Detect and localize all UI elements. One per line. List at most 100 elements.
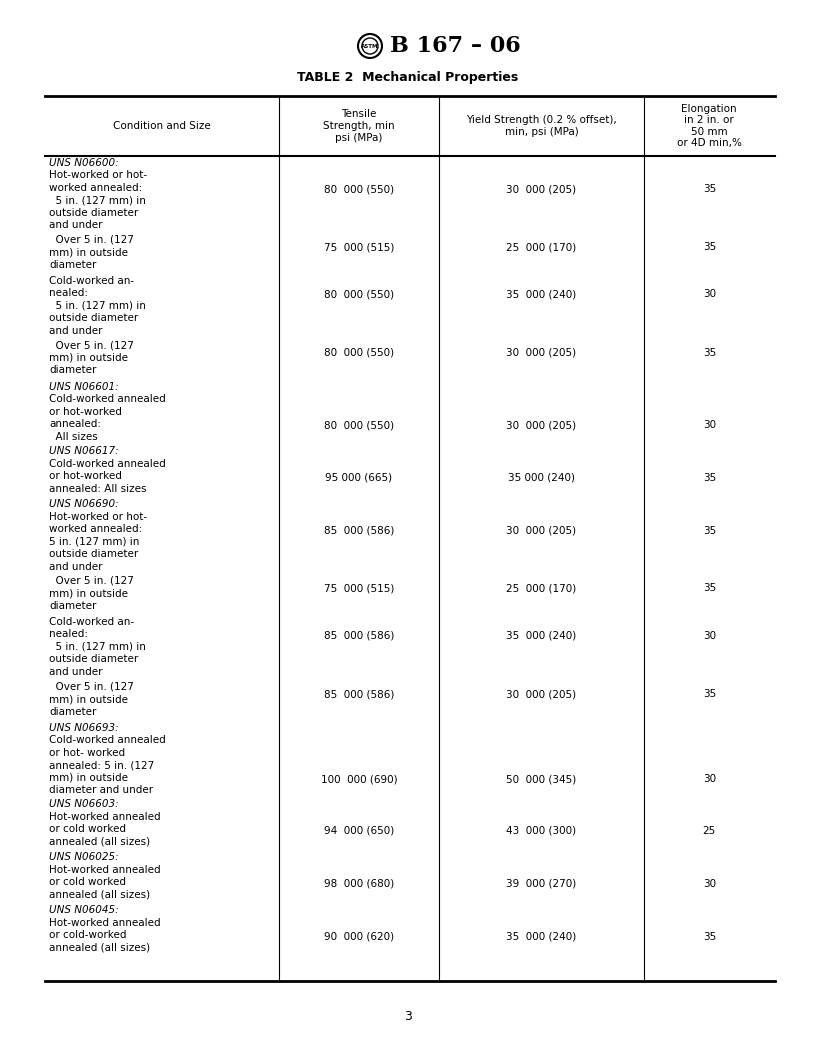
Text: 5 in. (127 mm) in: 5 in. (127 mm) in [49,301,146,310]
Text: 35: 35 [703,526,716,535]
Text: B 167 – 06: B 167 – 06 [390,35,521,57]
Text: 85  000 (586): 85 000 (586) [324,630,394,641]
Text: 30  000 (205): 30 000 (205) [507,420,576,431]
Text: 90  000 (620): 90 000 (620) [324,931,394,942]
Text: 25  000 (170): 25 000 (170) [506,583,577,593]
Text: UNS N06690:: UNS N06690: [49,499,118,509]
Text: 35: 35 [703,690,716,699]
Text: and under: and under [49,667,103,677]
Text: 30: 30 [703,630,716,641]
Text: 30: 30 [703,879,716,888]
Text: 85  000 (586): 85 000 (586) [324,526,394,535]
Text: annealed: All sizes: annealed: All sizes [49,484,147,494]
Text: or hot- worked: or hot- worked [49,748,125,758]
Text: Over 5 in. (127: Over 5 in. (127 [49,234,134,245]
Text: diameter: diameter [49,706,96,717]
Text: or cold-worked: or cold-worked [49,930,126,940]
Text: outside diameter: outside diameter [49,208,138,218]
Text: Yield Strength (0.2 % offset),
min, psi (MPa): Yield Strength (0.2 % offset), min, psi … [466,115,617,137]
Text: ASTM: ASTM [361,43,379,49]
Text: 80  000 (550): 80 000 (550) [324,289,394,300]
Text: 85  000 (586): 85 000 (586) [324,690,394,699]
Text: 35  000 (240): 35 000 (240) [506,931,577,942]
Text: or cold worked: or cold worked [49,878,126,887]
Text: 5 in. (127 mm) in: 5 in. (127 mm) in [49,536,140,547]
Text: annealed (all sizes): annealed (all sizes) [49,890,150,900]
Text: 95 000 (665): 95 000 (665) [326,473,392,483]
Text: Cold-worked annealed: Cold-worked annealed [49,394,166,404]
Text: worked annealed:: worked annealed: [49,524,142,534]
Text: mm) in outside: mm) in outside [49,588,128,599]
Text: Over 5 in. (127: Over 5 in. (127 [49,576,134,586]
Text: worked annealed:: worked annealed: [49,183,142,193]
Text: annealed (all sizes): annealed (all sizes) [49,943,150,953]
Text: mm) in outside: mm) in outside [49,247,128,257]
Text: UNS N06025:: UNS N06025: [49,852,118,863]
Text: 30  000 (205): 30 000 (205) [507,348,576,358]
Text: 94  000 (650): 94 000 (650) [324,826,394,835]
Text: UNS N06601:: UNS N06601: [49,381,118,392]
Text: 35: 35 [703,242,716,252]
Text: and under: and under [49,325,103,336]
Text: 35: 35 [703,931,716,942]
Text: 30: 30 [703,289,716,300]
Text: and under: and under [49,221,103,230]
Text: 5 in. (127 mm) in: 5 in. (127 mm) in [49,642,146,652]
Text: 35: 35 [703,583,716,593]
Text: Over 5 in. (127: Over 5 in. (127 [49,682,134,692]
Text: UNS N06693:: UNS N06693: [49,723,118,733]
Text: 35: 35 [703,184,716,194]
Text: 5 in. (127 mm) in: 5 in. (127 mm) in [49,195,146,206]
Text: 3: 3 [404,1010,412,1022]
Text: 30: 30 [703,774,716,785]
Text: nealed:: nealed: [49,288,88,298]
Text: 80  000 (550): 80 000 (550) [324,420,394,431]
Text: 30: 30 [703,420,716,431]
Text: or hot-worked: or hot-worked [49,407,122,416]
Text: annealed: 5 in. (127: annealed: 5 in. (127 [49,760,154,771]
Text: nealed:: nealed: [49,629,88,640]
Text: 35: 35 [703,473,716,483]
Text: outside diameter: outside diameter [49,314,138,323]
Text: and under: and under [49,562,103,571]
Text: 25  000 (170): 25 000 (170) [506,242,577,252]
Text: outside diameter: outside diameter [49,655,138,664]
Text: 43  000 (300): 43 000 (300) [507,826,576,835]
Text: Tensile
Strength, min
psi (MPa): Tensile Strength, min psi (MPa) [323,110,395,143]
Text: diameter: diameter [49,365,96,376]
Text: 30  000 (205): 30 000 (205) [507,184,576,194]
Text: outside diameter: outside diameter [49,549,138,560]
Text: UNS N06603:: UNS N06603: [49,799,118,810]
Text: mm) in outside: mm) in outside [49,694,128,704]
Text: Elongation
in 2 in. or
50 mm
or 4D min,%: Elongation in 2 in. or 50 mm or 4D min,% [676,103,742,149]
Text: 98  000 (680): 98 000 (680) [324,879,394,888]
Text: or hot-worked: or hot-worked [49,471,122,482]
Text: 25: 25 [703,826,716,835]
Text: mm) in outside: mm) in outside [49,773,128,782]
Text: Over 5 in. (127: Over 5 in. (127 [49,340,134,351]
Text: Condition and Size: Condition and Size [113,121,211,131]
Text: Hot-worked annealed: Hot-worked annealed [49,918,161,928]
Text: Hot-worked or hot-: Hot-worked or hot- [49,170,147,181]
Text: diameter: diameter [49,260,96,269]
Text: 30  000 (205): 30 000 (205) [507,526,576,535]
Text: TABLE 2  Mechanical Properties: TABLE 2 Mechanical Properties [297,72,519,84]
Text: 30  000 (205): 30 000 (205) [507,690,576,699]
Text: UNS N06617:: UNS N06617: [49,447,118,456]
Text: 75  000 (515): 75 000 (515) [324,583,394,593]
Text: 80  000 (550): 80 000 (550) [324,184,394,194]
Text: Cold-worked annealed: Cold-worked annealed [49,459,166,469]
Text: Cold-worked an-: Cold-worked an- [49,276,134,286]
Text: UNS N06600:: UNS N06600: [49,158,118,168]
Text: Hot-worked annealed: Hot-worked annealed [49,865,161,874]
Text: mm) in outside: mm) in outside [49,353,128,363]
Text: annealed (all sizes): annealed (all sizes) [49,837,150,847]
Text: 80  000 (550): 80 000 (550) [324,348,394,358]
Text: diameter: diameter [49,601,96,610]
Text: 35 000 (240): 35 000 (240) [508,473,575,483]
Text: 39  000 (270): 39 000 (270) [506,879,577,888]
Text: 35  000 (240): 35 000 (240) [506,630,577,641]
Text: Hot-worked or hot-: Hot-worked or hot- [49,512,147,522]
Text: or cold worked: or cold worked [49,825,126,834]
Text: Cold-worked annealed: Cold-worked annealed [49,735,166,746]
